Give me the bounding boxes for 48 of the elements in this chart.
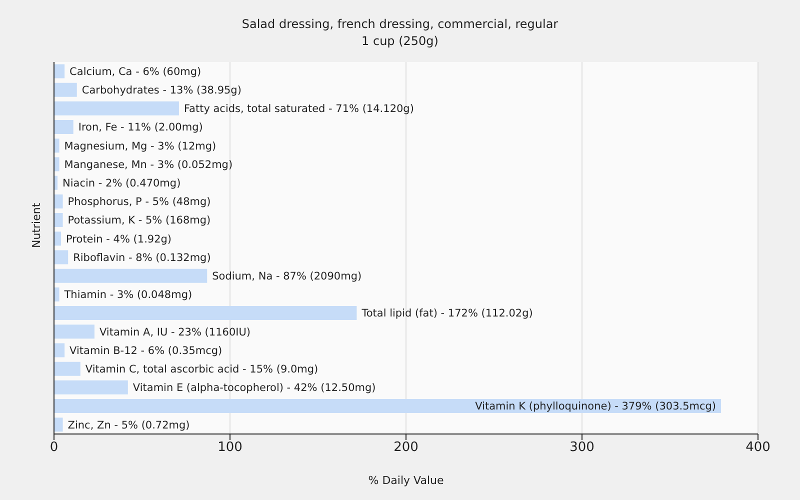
y-tick-label: Niacin - 2% (0.470mg) [62, 178, 181, 190]
y-tick-label: Carbohydrates - 13% (38.95g) [82, 84, 242, 97]
bar [54, 138, 60, 153]
bar [54, 287, 60, 302]
y-tick-label: Magnesium, Mg - 3% (12mg) [64, 140, 216, 152]
x-tick-label: 400 [746, 440, 770, 456]
bar [54, 380, 128, 394]
bar [54, 157, 60, 172]
y-tick-label: Calcium, Ca - 6% (60mg) [70, 66, 202, 78]
y-tick-label: Total lipid (fat) - 172% (112.02g) [360, 308, 533, 320]
y-tick-label: Fatty acids, total saturated - 71% (14.120g) [184, 103, 414, 116]
bar [54, 213, 63, 228]
bar [54, 101, 179, 116]
x-axis-title: % Daily Value [368, 474, 444, 487]
bar [54, 399, 722, 414]
x-tick-label: 300 [570, 440, 594, 456]
y-tick-label: Potassium, K - 5% (168mg) [68, 214, 211, 227]
bar [54, 194, 63, 208]
bar [54, 232, 62, 246]
x-tick-label: 100 [218, 440, 242, 456]
y-tick-label: Manganese, Mn - 3% (0.052mg) [64, 158, 233, 171]
bar [54, 324, 94, 339]
y-tick-label: Zinc, Zn - 5% (0.72mg) [68, 419, 190, 432]
bar [54, 120, 74, 134]
chart-title: Salad dressing, french dressing, commercial, regular [240, 16, 560, 33]
bar [54, 343, 65, 358]
y-axis-title: Nutrient [30, 202, 43, 248]
bar [54, 268, 208, 283]
bar [54, 306, 357, 320]
bar [54, 82, 77, 97]
bar [54, 362, 80, 376]
bar [54, 64, 65, 78]
y-tick-label: Vitamin K (phylloquinone) - 379% (303.5mcg) [475, 400, 716, 413]
y-tick-label: Riboflavin - 8% (0.132mg) [73, 252, 211, 264]
y-tick-label: Vitamin B-12 - 6% (0.35mcg) [70, 344, 222, 357]
bar [54, 418, 63, 432]
y-tick-label: Phosphorus, P - 5% (48mg) [68, 196, 211, 208]
y-tick-label: Sodium, Na - 87% (2090mg) [212, 270, 362, 283]
y-tick-label: Thiamin - 3% (0.048mg) [63, 289, 192, 302]
y-tick-label: Vitamin E (alpha-tocopherol) - 42% (12.50mg) [132, 382, 376, 394]
x-tick-label: 0 [50, 440, 58, 456]
x-tick-label: 200 [394, 440, 418, 456]
y-tick-label: Vitamin C, total ascorbic acid - 15% (9.0mg) [85, 364, 318, 376]
y-tick-label: Protein - 4% (1.92g) [66, 233, 172, 246]
chart-subtitle: 1 cup (250g) [360, 33, 440, 50]
y-tick-label: Iron, Fe - 11% (2.00mg) [78, 122, 203, 134]
y-tick-label: Vitamin A, IU - 23% (1160IU) [99, 326, 251, 338]
bar [54, 250, 68, 264]
